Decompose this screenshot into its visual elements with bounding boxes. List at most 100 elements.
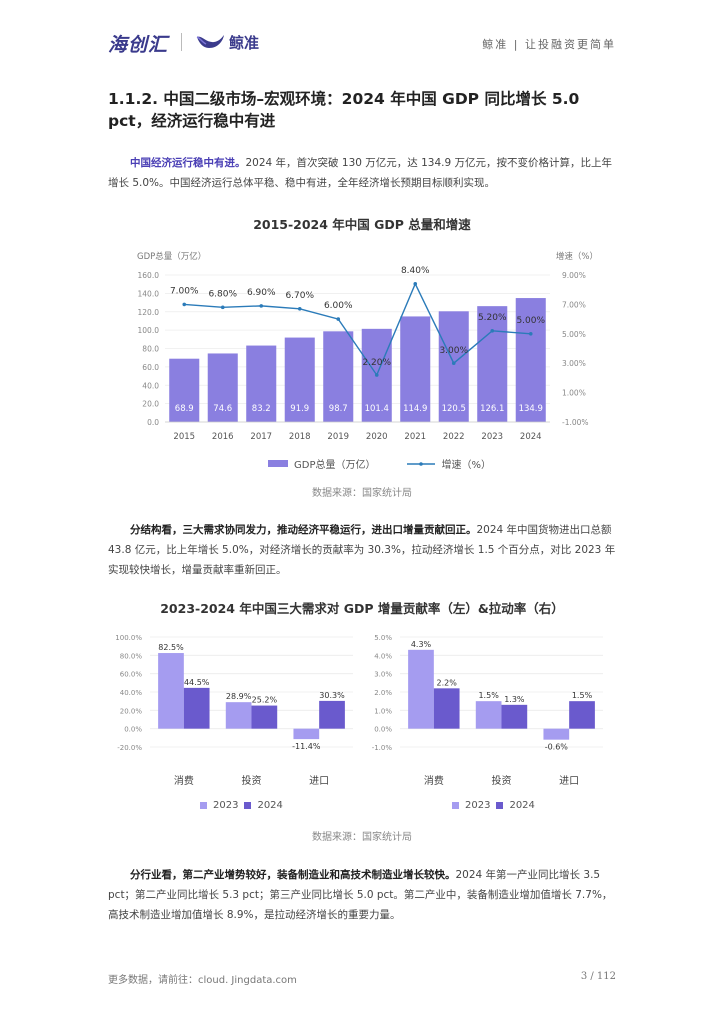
x-tick-label: 2018	[289, 432, 311, 442]
paragraph-body: 2024 年第一产业同比增长 3.5 pct；第二产业同比增长 5.3 pct；…	[108, 869, 613, 921]
y-axis-title: GDP总量（万亿）	[137, 251, 206, 262]
y2-tick-label: 5.00%	[562, 330, 586, 339]
paragraph-lead: 分行业看，第二产业增势较好，装备制造业和高技术制造业增长较快。	[130, 869, 456, 881]
growth-point	[297, 307, 302, 311]
x-tick-label: 投资	[242, 774, 262, 787]
bar-value-label: 1.3%	[504, 695, 525, 704]
y-tick-label: 5.0%	[374, 634, 392, 642]
growth-value-label: 5.00%	[516, 316, 545, 326]
bar-value-label: 2.2%	[437, 678, 458, 687]
pull-rate-chart: -1.0% 0.0% 1.0% 2.0% 3.0% 4.0% 5.0% 4.3% 2.2% 消费 1…	[372, 634, 603, 787]
growth-value-label: 5.20%	[478, 313, 507, 323]
bar-2024	[433, 688, 460, 729]
bar-value-label: 28.9%	[226, 692, 252, 701]
bar-2024	[251, 705, 278, 729]
chart1-title: 2015-2024 年中国 GDP 总量和增速	[253, 217, 471, 232]
bar-value-label: 98.7	[329, 404, 348, 414]
x-tick-label: 2017	[250, 432, 272, 442]
growth-point	[490, 329, 495, 333]
growth-value-label: 6.80%	[208, 289, 237, 299]
y2-axis-title: 增速（%）	[556, 251, 598, 262]
jingzhun-logo-text: 鲸准	[229, 34, 260, 52]
y-tick-label: 40.0	[142, 381, 159, 390]
haichuanghui-logo: 海创汇	[108, 34, 169, 56]
contribution-rate-chart: -20.0% 0.0% 20.0% 40.0% 60.0% 80.0% 100.0% 82.5…	[115, 634, 353, 787]
page-number: 3 / 112	[580, 971, 616, 982]
paragraph-economy: 中国经济运行稳中有进。2024 年，首次突破 130 万亿元，达 134.9 万…	[108, 153, 616, 193]
paragraph-body: 2024 年，首次突破 130 万亿元，达 134.9 万亿元，按不变价格计算，…	[108, 157, 613, 189]
y-tick-label: 4.0%	[374, 652, 392, 660]
y-tick-label: 0.0%	[374, 726, 392, 734]
gdp-bar	[400, 316, 431, 422]
y-tick-label: 60.0	[142, 363, 159, 372]
bar-value-label: -0.6%	[545, 743, 569, 752]
y-tick-label: 0.0	[147, 418, 159, 427]
growth-point	[451, 361, 456, 365]
x-tick-label: 进口	[559, 775, 579, 787]
bar-value-label: -11.4%	[292, 742, 321, 751]
y2-tick-label: 9.00%	[562, 271, 586, 280]
x-tick-label: 2023	[481, 432, 503, 442]
growth-point	[413, 282, 418, 286]
gdp-bar	[284, 337, 315, 422]
growth-point	[220, 305, 225, 310]
chart1-legend: GDP总量（万亿） 增速（%）	[268, 456, 491, 471]
bar-value-label: 114.9	[403, 404, 427, 414]
bar-2023	[543, 728, 570, 740]
growth-value-label: 7.00%	[170, 286, 199, 296]
bar-2023	[158, 653, 184, 729]
x-tick-label: 2024	[520, 432, 542, 442]
bar-value-label: 1.5%	[478, 691, 499, 700]
bar-2024	[501, 704, 528, 729]
legend-line-growth-icon	[407, 461, 436, 466]
bar-2024	[183, 687, 210, 729]
growth-value-label: 6.00%	[324, 301, 353, 311]
chart2-source: 数据来源：国家统计局	[312, 832, 412, 843]
legend-swatch-2023	[452, 802, 459, 809]
bar-2023	[293, 728, 320, 740]
paragraph-body: 2024 年中国货物进出口总额 43.8 亿元，比上年增长 5.0%，对经济增长…	[108, 524, 616, 576]
section-title: 1.1.2. 中国二级市场–宏观环境：2024 年中国 GDP 同比增长 5.0…	[108, 90, 580, 130]
chart2-title: 2023-2024 年中国三大需求对 GDP 增量贡献率（左）&拉动率（右）	[160, 601, 564, 616]
paragraph-industry: 分行业看，第二产业增势较好，装备制造业和高技术制造业增长较快。2024 年第一产…	[108, 865, 616, 925]
legend-swatch-2023	[200, 802, 207, 809]
y-tick-label: -20.0%	[117, 744, 142, 752]
bar-value-label: 83.2	[252, 404, 271, 414]
growth-point	[374, 373, 379, 377]
gdp-bar	[169, 358, 200, 422]
y2-tick-label: 1.00%	[562, 389, 586, 398]
x-tick-label: 投资	[492, 774, 512, 787]
y-tick-label: 80.0	[142, 345, 159, 354]
legend-swatch-2024	[496, 802, 504, 809]
footer-link-text: 更多数据，请前往：cloud. Jingdata.com	[108, 975, 297, 986]
bar-value-label: 101.4	[365, 404, 389, 414]
bar-value-label: 30.3%	[319, 691, 345, 700]
logo-divider	[181, 33, 182, 51]
x-tick-label: 2015	[173, 432, 195, 442]
y2-tick-label: 7.00%	[562, 300, 586, 309]
gdp-bar	[515, 298, 546, 422]
growth-value-label: 6.90%	[247, 288, 276, 298]
header-tagline: 鲸准 | 让投融资更简单	[482, 38, 616, 51]
bar-2023	[225, 702, 252, 729]
page-header: 海创汇 鲸准 鲸准 | 让投融资更简单	[0, 0, 724, 70]
legend-label-2023: 2023	[213, 800, 239, 811]
y-tick-label: 1.0%	[374, 707, 392, 715]
bar-2023	[475, 701, 502, 729]
x-tick-label: 消费	[424, 774, 444, 787]
bar-2024	[569, 701, 595, 729]
gdp-bar	[246, 345, 277, 422]
x-tick-label: 2022	[443, 432, 465, 442]
bar-value-label: 4.3%	[411, 640, 432, 649]
y2-tick-label: -1.00%	[562, 418, 589, 427]
bar-value-label: 82.5%	[158, 643, 184, 652]
y2-tick-label: 3.00%	[562, 359, 586, 368]
y-tick-label: 100.0%	[115, 634, 142, 642]
whale-icon	[196, 35, 224, 48]
bar-value-label: 68.9	[175, 404, 194, 414]
chart2-left-legend: 2023 2024	[200, 800, 283, 811]
y-tick-label: 20.0	[142, 400, 159, 409]
x-tick-label: 进口	[309, 775, 329, 787]
chart2-right-legend: 2023 2024	[452, 800, 535, 811]
y-tick-label: 3.0%	[374, 671, 392, 679]
